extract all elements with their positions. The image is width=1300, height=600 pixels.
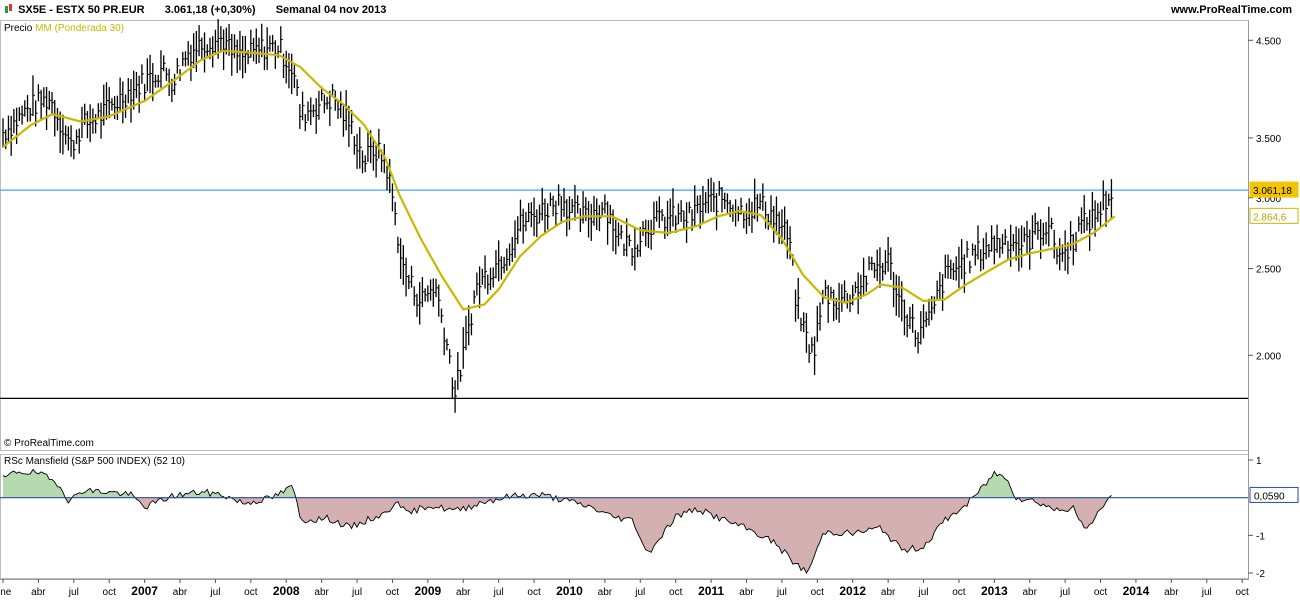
legend-price: Precio xyxy=(4,23,33,34)
site-link[interactable]: www.ProRealTime.com xyxy=(1170,4,1292,16)
x-year-label: 2009 xyxy=(415,584,442,598)
indicator-title: RSc Mansfield (S&P 500 INDEX) (52 10) xyxy=(4,456,186,467)
x-month-label: abr xyxy=(881,587,896,598)
x-month-label: abr xyxy=(31,587,46,598)
x-month-label: oct xyxy=(527,587,541,598)
legend-ma: MM (Ponderada 30) xyxy=(35,23,125,34)
instrument-name: SX5E - ESTX 50 PR.EUR xyxy=(18,4,145,16)
indicator-badge: 0,0590 xyxy=(1254,491,1285,502)
indicator-line xyxy=(2,468,1112,574)
x-month-label: oct xyxy=(1094,587,1108,598)
x-month-label: abr xyxy=(456,587,471,598)
indicator-y-label: -1 xyxy=(1256,531,1265,542)
x-month-label: abr xyxy=(598,587,613,598)
negative-area xyxy=(3,497,1112,573)
x-month-label: jul xyxy=(209,587,220,598)
x-month-label: oct xyxy=(811,587,825,598)
y-tick-label: 3.500 xyxy=(1256,134,1281,145)
indicator-y-label: -2 xyxy=(1256,569,1265,580)
x-axis: ene abr jul oct 2007 abr jul oct 2008 abr jul oct 20… xyxy=(0,579,1249,598)
x-month-label: jul xyxy=(1059,587,1070,598)
x-year-label: 2013 xyxy=(981,584,1008,598)
x-year-label: 2011 xyxy=(698,584,724,598)
x-year-label: 2012 xyxy=(839,584,866,598)
x-month-label: jul xyxy=(68,587,79,598)
x-month-label: oct xyxy=(386,587,400,598)
header-bar: SX5E - ESTX 50 PR.EUR 3.061,18 (+0,30%) … xyxy=(4,4,386,16)
last-ma-badge: 2.864,6 xyxy=(1253,212,1287,223)
x-month-label: abr xyxy=(173,587,188,598)
last-ma-badge-box xyxy=(1249,207,1299,224)
last-price: 3.061,18 (+0,30%) xyxy=(164,4,256,16)
x-year-label: 2010 xyxy=(556,584,583,598)
indicator-badge-box xyxy=(1249,486,1299,503)
x-month-label: abr xyxy=(1164,587,1179,598)
x-month-label: oct xyxy=(244,587,258,598)
x-month-label: abr xyxy=(739,587,754,598)
x-month-label: jul xyxy=(351,587,362,598)
y-tick-label: 2.000 xyxy=(1256,351,1281,362)
x-month-label: abr xyxy=(314,587,329,598)
price-panel: 4.500 3.500 3.000 2.500 2.000 3.061,18 2.864,6 xyxy=(0,19,1299,413)
legend: Precio MM (Ponderada 30) xyxy=(4,23,124,34)
x-month-label: oct xyxy=(669,587,683,598)
x-month-label: oct xyxy=(103,587,117,598)
y-tick-label: 3.000 xyxy=(1256,194,1281,205)
x-month-label: jul xyxy=(1201,587,1212,598)
ma-line xyxy=(2,49,1116,311)
indicator-panel: 1 -1 -2 0,0590 xyxy=(0,456,1299,580)
y-tick-label: 2.500 xyxy=(1256,265,1281,276)
x-month-label: jul xyxy=(634,587,645,598)
x-month-label: jul xyxy=(776,587,787,598)
price-bars xyxy=(2,19,1114,413)
period-label: Semanal 04 nov 2013 xyxy=(275,4,387,16)
x-month-label: oct xyxy=(1235,587,1249,598)
last-price-badge: 3.061,18 xyxy=(1253,186,1292,197)
indicator-y-label: 1 xyxy=(1256,456,1262,467)
last-price-badge-box xyxy=(1249,181,1299,198)
positive-area xyxy=(3,469,1112,498)
x-month-label: oct xyxy=(952,587,966,598)
x-year-label: 2014 xyxy=(1123,584,1150,598)
x-year-label: 2008 xyxy=(273,584,300,598)
candle-icon xyxy=(4,4,12,14)
x-year-label: 2007 xyxy=(131,584,158,598)
price-panel-frame xyxy=(0,20,1249,451)
x-month-label: jul xyxy=(918,587,929,598)
copyright: © ProRealTime.com xyxy=(4,438,94,449)
x-month-label: abr xyxy=(1023,587,1038,598)
y-tick-label: 4.500 xyxy=(1256,36,1281,47)
x-month-label: jul xyxy=(493,587,504,598)
x-month-label: ene xyxy=(0,587,12,598)
